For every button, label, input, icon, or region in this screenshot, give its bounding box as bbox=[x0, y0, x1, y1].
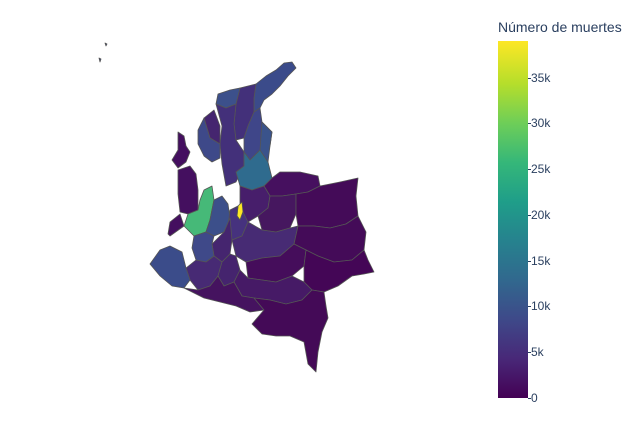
colorbar-tick-mark bbox=[528, 214, 531, 216]
colorbar-tick-mark bbox=[528, 169, 531, 171]
colorbar-tick-label: 5k bbox=[531, 345, 544, 360]
region-putumayo[interactable] bbox=[183, 275, 265, 313]
colorbar-tick-mark bbox=[528, 123, 531, 125]
colorbar-tick-mark bbox=[528, 398, 531, 399]
colorbar-tick-label: 30k bbox=[531, 116, 551, 131]
region-narino[interactable] bbox=[149, 245, 191, 289]
colorbar-tick-label: 0 bbox=[531, 391, 538, 405]
region-valle[interactable] bbox=[191, 231, 215, 263]
region-guajira[interactable] bbox=[253, 61, 297, 113]
colorbar-tick-label: 20k bbox=[531, 207, 551, 222]
region-amazonas[interactable] bbox=[251, 289, 329, 373]
colorbar-tick-label: 25k bbox=[531, 162, 551, 177]
colorbar-tick-mark bbox=[528, 77, 531, 79]
region-san-andres[interactable] bbox=[98, 42, 108, 63]
colorbar-tick-label: 10k bbox=[531, 299, 551, 314]
colorbar-tick-mark bbox=[528, 352, 531, 354]
colorbar-tick-label: 35k bbox=[531, 70, 551, 85]
colorbar-tick-label: 15k bbox=[531, 253, 551, 268]
colorbar-tick-mark bbox=[528, 260, 531, 262]
colorbar-gradient bbox=[498, 41, 528, 398]
colorbar-tick-mark bbox=[528, 306, 531, 308]
colorbar-title: Número de muertes bbox=[498, 19, 622, 35]
region-cordoba[interactable] bbox=[197, 117, 221, 163]
